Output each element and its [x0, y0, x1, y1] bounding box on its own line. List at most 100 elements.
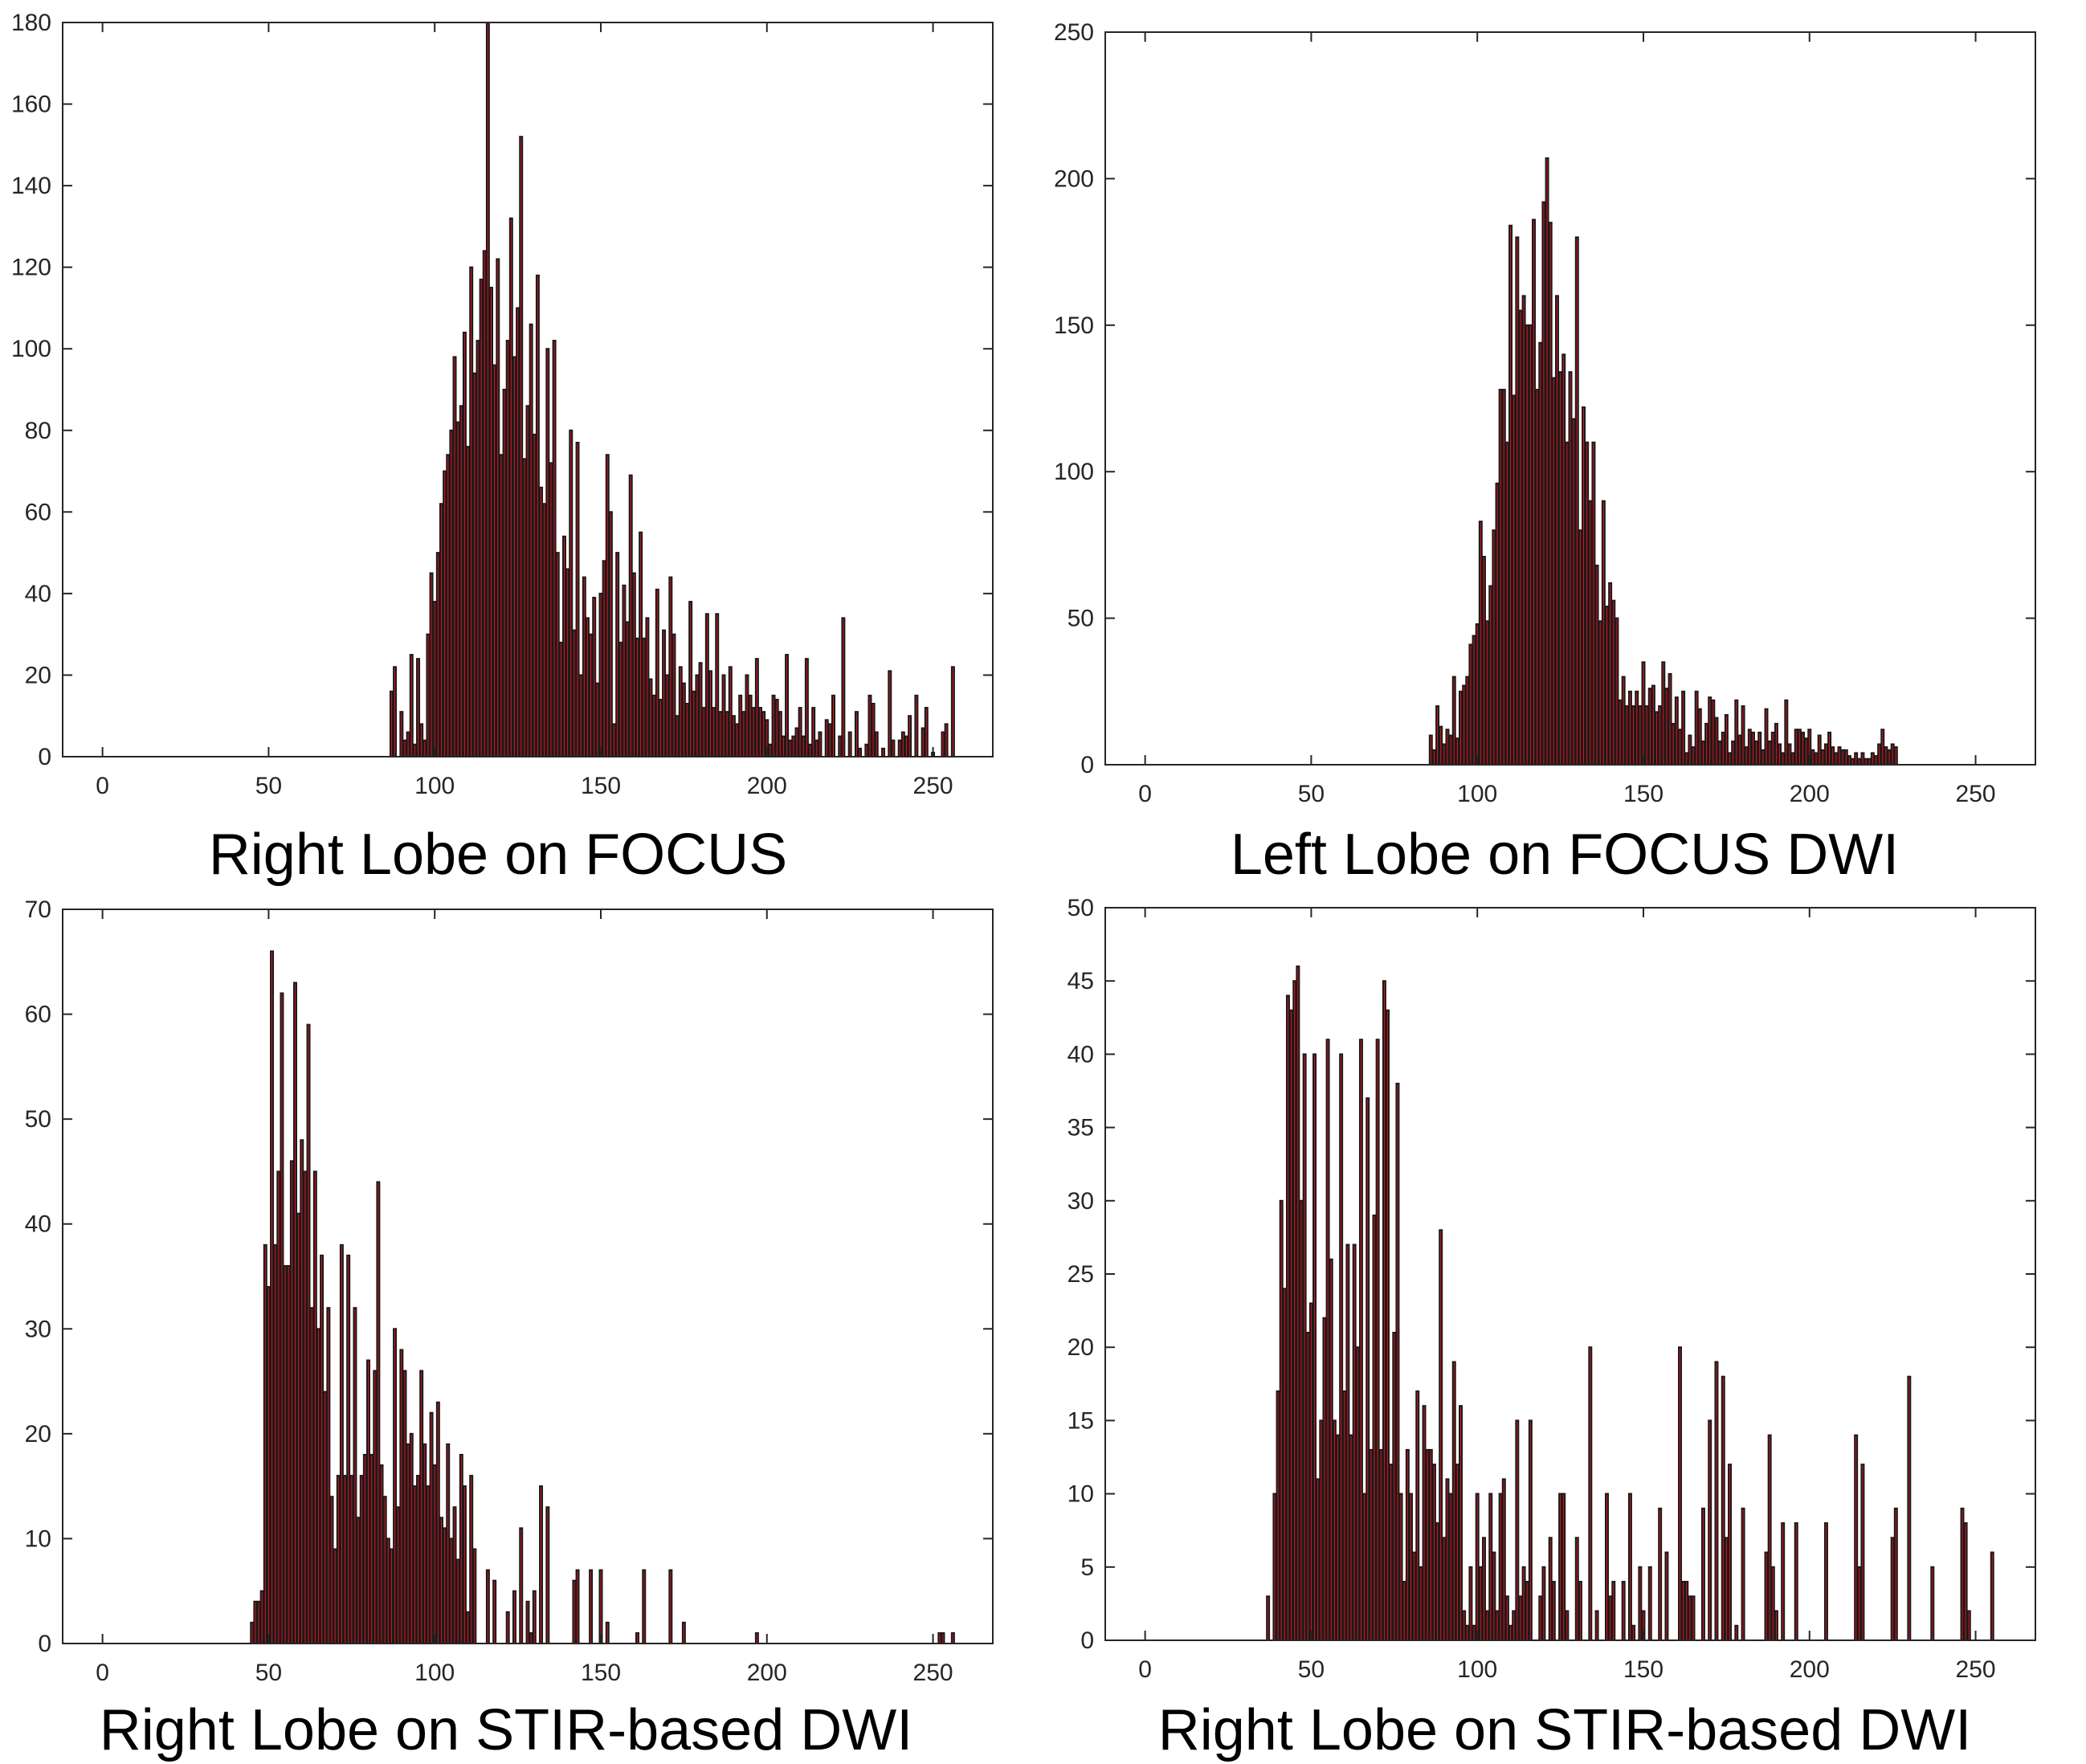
histogram-bar [794, 727, 799, 758]
histogram-bar [1462, 684, 1467, 766]
histogram-bar [512, 356, 516, 757]
histogram-bar [558, 641, 563, 757]
histogram-bar [615, 552, 620, 757]
x-tick-label: 200 [1790, 1656, 1830, 1683]
histogram-bar [1790, 752, 1795, 766]
histogram-bar [479, 278, 484, 757]
x-tick-label: 250 [1956, 1656, 1996, 1683]
histogram-bar [1498, 1492, 1503, 1641]
histogram-bar [1485, 1610, 1490, 1642]
histogram-bar [738, 694, 743, 758]
histogram-bar [1737, 734, 1742, 766]
histogram-bar [525, 1600, 530, 1645]
histogram-bar [1854, 1434, 1859, 1642]
histogram-bar [1548, 1537, 1553, 1642]
histogram-bar [1734, 1624, 1739, 1642]
histogram-bar [402, 1370, 407, 1644]
histogram-bar [469, 1475, 474, 1645]
histogram-bar [1847, 755, 1851, 766]
histogram-bar [678, 666, 683, 757]
histogram-bar [542, 503, 547, 757]
histogram-bar [522, 458, 527, 757]
histogram-bar [741, 711, 746, 758]
histogram-bar [343, 1475, 348, 1645]
histogram-bar [1757, 731, 1762, 766]
histogram-bar [761, 711, 766, 758]
histogram-bar [645, 617, 650, 757]
histogram-bar [439, 1517, 443, 1644]
histogram-bar [874, 731, 879, 758]
histogram-bar [1352, 1243, 1357, 1641]
histogram-bar [1728, 752, 1733, 766]
y-tick-label: 100 [1054, 459, 1094, 485]
y-tick-label: 15 [1067, 1407, 1094, 1434]
histogram-bar [631, 572, 636, 757]
y-tick-label: 50 [25, 1106, 51, 1133]
histogram-bar [1598, 620, 1602, 766]
histogram-bar [1674, 696, 1679, 766]
plot-frame [1104, 31, 2036, 766]
histogram-bar [572, 629, 577, 758]
histogram-bar [1398, 1492, 1403, 1641]
histogram-bar [469, 266, 474, 758]
histogram-bar [1890, 1537, 1895, 1642]
histogram-bar [1561, 1492, 1566, 1641]
histogram-bar [1664, 1551, 1669, 1641]
histogram-bar [582, 576, 586, 758]
histogram-bar [356, 1517, 361, 1644]
histogram-bar [396, 1506, 401, 1645]
histogram-bar [1834, 752, 1839, 766]
histogram-bar [1804, 737, 1809, 766]
histogram-bar [1445, 729, 1450, 766]
histogram-bar [1574, 1537, 1579, 1642]
histogram-bar [1893, 746, 1898, 766]
histogram-bar [273, 1243, 278, 1644]
histogram-bar [1279, 1199, 1284, 1641]
histogram-bar [639, 531, 643, 757]
histogram-bar [1535, 389, 1540, 766]
y-tick-label: 30 [25, 1316, 51, 1342]
histogram-bar [1591, 441, 1596, 766]
histogram-bar [1428, 1448, 1433, 1641]
histogram-bar [681, 1621, 686, 1645]
histogram-bar [462, 331, 467, 758]
histogram-bar [309, 1307, 314, 1644]
histogram-bar [1677, 1346, 1682, 1641]
histogram-bar [443, 1527, 447, 1644]
histogram-bar [735, 723, 740, 758]
histogram-bar [818, 731, 823, 758]
histogram-bar [1611, 599, 1616, 766]
histogram-bar [379, 1464, 384, 1645]
histogram-bar [362, 1453, 367, 1644]
histogram-bar [1386, 1009, 1390, 1641]
histogram-bar [771, 694, 776, 758]
histogram-bar [432, 1464, 437, 1645]
histogram-bar [485, 1569, 490, 1644]
histogram-bar [320, 1254, 325, 1644]
histogram-bar [339, 1243, 344, 1644]
histogram-bar [1704, 722, 1709, 766]
histogram-bar [1658, 705, 1663, 766]
histogram-bar [1741, 705, 1745, 766]
histogram-bar [1860, 752, 1865, 766]
x-tick-label: 0 [96, 1660, 109, 1686]
histogram-bar [715, 613, 720, 758]
histogram-bar [1608, 582, 1613, 766]
chart-panel-4: 0 50 100 150 200 250 0 5 10 15 20 25 30 35 40 45 50 Righ… [1043, 882, 2086, 1764]
histogram-bar [1492, 1551, 1496, 1641]
histogram-bar [1867, 757, 1872, 766]
x-tick-label: 150 [581, 1660, 621, 1686]
histogram-bar [595, 682, 600, 757]
histogram-bar [612, 723, 617, 758]
histogram-bar [598, 1569, 603, 1644]
histogram-bar [505, 1611, 510, 1645]
histogram-bar [1355, 1346, 1360, 1641]
histogram-bar [1329, 1258, 1333, 1641]
histogram-bar [1319, 1419, 1324, 1642]
histogram-bar [516, 307, 520, 757]
histogram-bar [758, 707, 762, 758]
histogram-bar [1635, 690, 1639, 766]
histogram-bar [831, 694, 835, 758]
histogram-bar [1402, 1581, 1406, 1641]
histogram-bar [369, 1453, 374, 1644]
